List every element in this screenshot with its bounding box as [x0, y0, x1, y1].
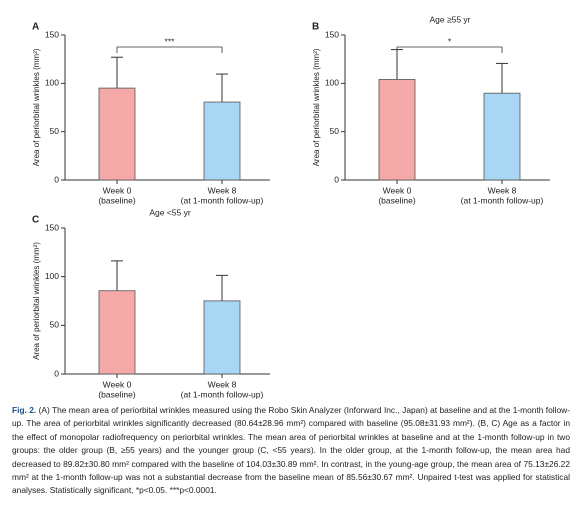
- y-tick-label: 0: [334, 174, 339, 184]
- x-tick-label: (baseline): [378, 195, 415, 205]
- bar: [98, 290, 136, 375]
- caption-text: (A) The mean area of periorbital wrinkle…: [12, 405, 571, 496]
- y-tick-label: 0: [54, 368, 59, 378]
- y-tick-label: 150: [325, 29, 339, 39]
- x-tick-label: (at 1-month follow-up): [181, 389, 264, 399]
- y-tick-label: 50: [330, 126, 340, 136]
- x-tick-label: (at 1-month follow-up): [461, 195, 544, 205]
- y-tick-label: 50: [50, 126, 60, 136]
- panel-label: B: [312, 22, 319, 33]
- x-tick-label: Week 8: [488, 185, 517, 195]
- significance-bracket: [396, 46, 503, 53]
- y-axis-label: Area of periorbital wrinkles (mm²): [312, 48, 321, 166]
- y-tick-label: 100: [45, 78, 59, 88]
- panel-label: A: [32, 22, 39, 33]
- x-tick-label: Week 0: [103, 379, 132, 389]
- x-tick-label: (baseline): [98, 195, 135, 205]
- bar: [98, 87, 136, 181]
- panel-label: C: [32, 215, 39, 226]
- y-tick-label: 0: [54, 174, 59, 184]
- caption-label: Fig. 2.: [12, 405, 37, 415]
- x-tick-label: Week 0: [103, 185, 132, 195]
- subtitle: Age ≥55 yr: [429, 14, 470, 24]
- x-tick-label: Week 8: [208, 185, 237, 195]
- x-tick-label: Week 0: [383, 185, 412, 195]
- x-tick-label: (baseline): [98, 389, 135, 399]
- significance-label: ***: [165, 36, 176, 46]
- x-tick-label: Week 8: [208, 379, 237, 389]
- figure: A Area of periorbital wrinkles (mm²) 0 50 10…: [32, 14, 550, 399]
- bar: [483, 92, 521, 181]
- y-tick-label: 100: [325, 78, 339, 88]
- caption: Fig. 2. (A) The mean area of periorbital…: [12, 404, 570, 498]
- y-tick-label: 50: [50, 320, 60, 330]
- y-tick-label: 100: [45, 271, 59, 281]
- bar: [203, 300, 241, 375]
- y-axis-label: Area of periorbital wrinkles (mm²): [32, 242, 41, 360]
- y-tick-label: 150: [45, 29, 59, 39]
- bar: [203, 101, 241, 181]
- bar: [378, 79, 416, 181]
- subtitle: Age <55 yr: [149, 207, 191, 217]
- significance-label: *: [448, 36, 452, 46]
- significance-bracket: [116, 46, 223, 53]
- y-axis-label: Area of periorbital wrinkles (mm²): [32, 48, 41, 166]
- y-tick-label: 150: [45, 222, 59, 232]
- x-tick-label: (at 1-month follow-up): [181, 195, 264, 205]
